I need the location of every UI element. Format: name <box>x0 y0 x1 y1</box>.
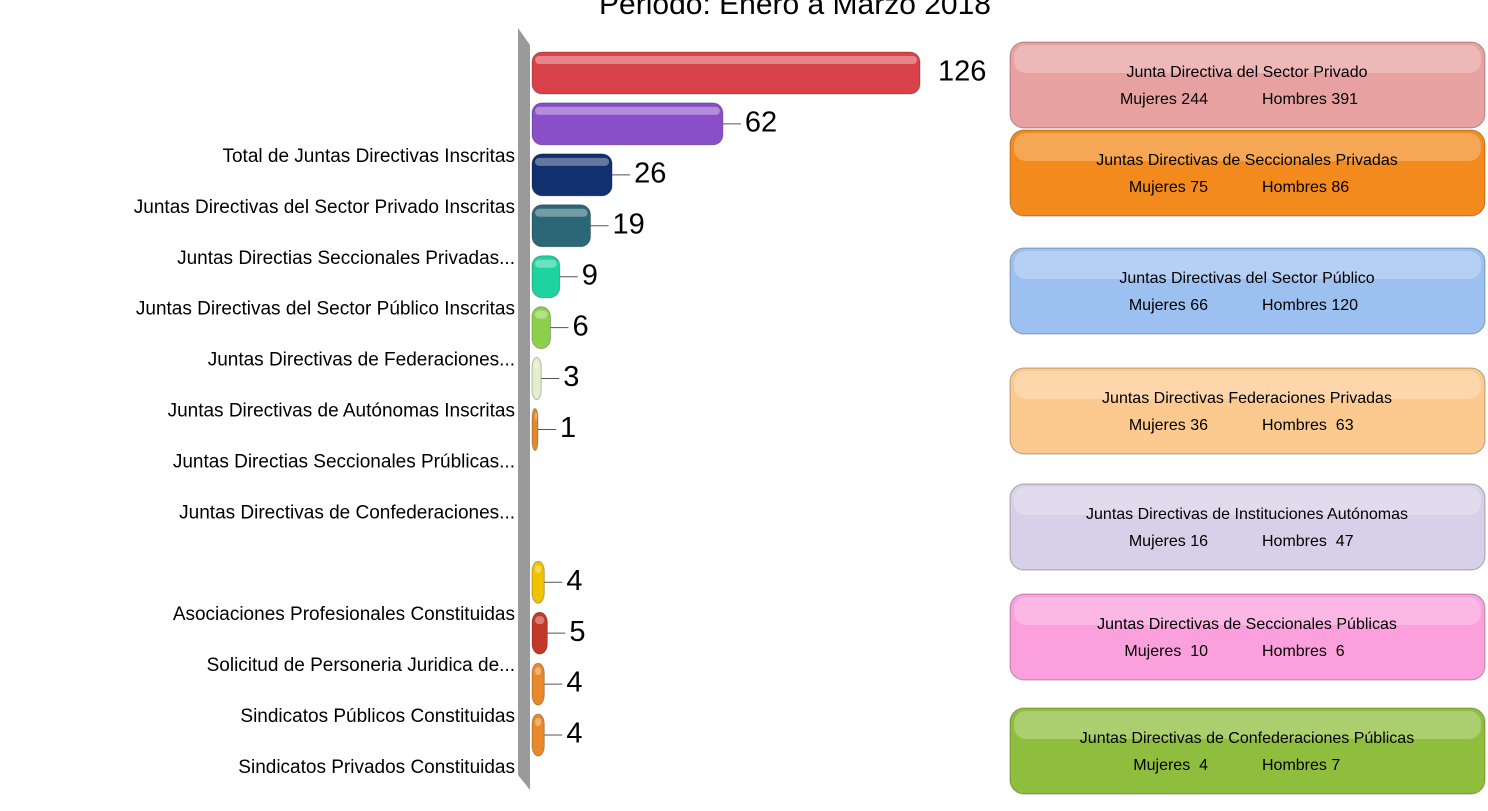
bar <box>531 407 539 451</box>
box-mujeres: Mujeres 36 <box>1129 417 1208 434</box>
box-hombres: Hombres 63 <box>1262 417 1354 434</box>
bar-highlight <box>535 106 720 115</box>
box-title: Juntas Directivas del Sector Público <box>1119 270 1374 287</box>
category-label: Asociaciones Profesionales Constituidas <box>173 604 515 625</box>
info-box <box>1009 593 1486 681</box>
bar-highlight <box>535 259 557 268</box>
box-mujeres: Mujeres 75 <box>1129 179 1208 196</box>
value-label: 4 <box>566 565 582 597</box>
box-mujeres: Mujeres 16 <box>1129 533 1208 550</box>
box-title: Juntas Directivas de Instituciones Autón… <box>1086 506 1408 523</box>
category-label: Juntas Directivas de Confederaciones... <box>179 502 515 523</box>
box-title: Juntas Directivas Federaciones Privadas <box>1102 390 1392 407</box>
box-mujeres: Mujeres 4 <box>1133 757 1208 774</box>
box-title: Juntas Directivas de Seccionales Pública… <box>1097 616 1397 633</box>
category-label: Juntas Directivas del Sector Privado Ins… <box>134 197 515 218</box>
value-label: 4 <box>566 718 582 750</box>
info-box-shine <box>1014 597 1481 625</box>
box-title: Junta Directiva del Sector Privado <box>1127 64 1368 81</box>
box-hombres: Hombres 47 <box>1262 533 1354 550</box>
value-label: 6 <box>572 310 588 342</box>
category-label: Juntas Directias Seccionales Prúblicas..… <box>173 451 515 472</box>
value-label: 5 <box>569 616 585 648</box>
info-box <box>1009 483 1486 571</box>
bar-highlight <box>535 310 548 319</box>
axis-wall <box>518 28 530 790</box>
bar-highlight <box>535 412 537 421</box>
info-box-shine <box>1014 133 1481 161</box>
bar-highlight <box>535 56 917 64</box>
value-label: 19 <box>613 208 645 240</box>
chart-title: Periodo: Enero a Marzo 2018 <box>599 0 991 21</box>
box-hombres: Hombres 391 <box>1262 91 1358 108</box>
value-label: 126 <box>938 56 986 88</box>
info-box <box>1009 367 1486 455</box>
category-label: Juntas Directivas de Federaciones... <box>208 350 515 371</box>
category-label: Juntas Directivas del Sector Público Ins… <box>136 299 515 320</box>
category-label: Total de Juntas Directivas Inscritas <box>222 146 515 167</box>
bar-highlight <box>535 208 588 217</box>
box-hombres: Hombres 86 <box>1262 179 1349 196</box>
value-label: 9 <box>582 259 598 291</box>
box-mujeres: Mujeres 244 <box>1120 91 1208 108</box>
bar-highlight <box>535 361 539 370</box>
category-label: Juntas Directias Seccionales Privadas... <box>177 248 515 269</box>
info-box-shine <box>1014 711 1481 739</box>
value-label: 26 <box>634 158 666 190</box>
box-title: Juntas Directivas de Confederaciones Púb… <box>1080 730 1414 747</box>
bar-highlight <box>535 565 542 574</box>
value-label: 4 <box>566 667 582 699</box>
value-label: 3 <box>563 361 579 393</box>
category-label: Juntas Directivas de Autónomas Inscritas <box>168 401 515 422</box>
box-hombres: Hombres 7 <box>1262 757 1340 774</box>
box-title: Juntas Directivas de Seccionales Privada… <box>1096 152 1397 169</box>
info-box <box>1009 41 1486 129</box>
category-label: Sindicatos Privados Constituidas <box>238 757 515 778</box>
category-label: Sindicatos Públicos Constituidas <box>240 706 515 727</box>
info-box <box>1009 247 1486 335</box>
info-box-shine <box>1014 251 1481 279</box>
bar-highlight <box>535 667 542 676</box>
value-label: 62 <box>745 107 777 139</box>
bar-highlight <box>535 616 545 625</box>
info-box <box>1009 129 1486 217</box>
box-mujeres: Mujeres 10 <box>1124 643 1208 660</box>
info-box-shine <box>1014 371 1481 399</box>
box-mujeres: Mujeres 66 <box>1129 297 1208 314</box>
info-box-shine <box>1014 45 1481 73</box>
bar-highlight <box>535 157 610 166</box>
info-box <box>1009 707 1486 795</box>
box-hombres: Hombres 120 <box>1262 297 1358 314</box>
value-label: 1 <box>560 412 576 444</box>
box-hombres: Hombres 6 <box>1262 643 1345 660</box>
info-box-shine <box>1014 487 1481 515</box>
category-label: Solicitud de Personeria Juridica de... <box>207 655 515 676</box>
bar-highlight <box>535 718 542 726</box>
bar <box>531 51 921 95</box>
